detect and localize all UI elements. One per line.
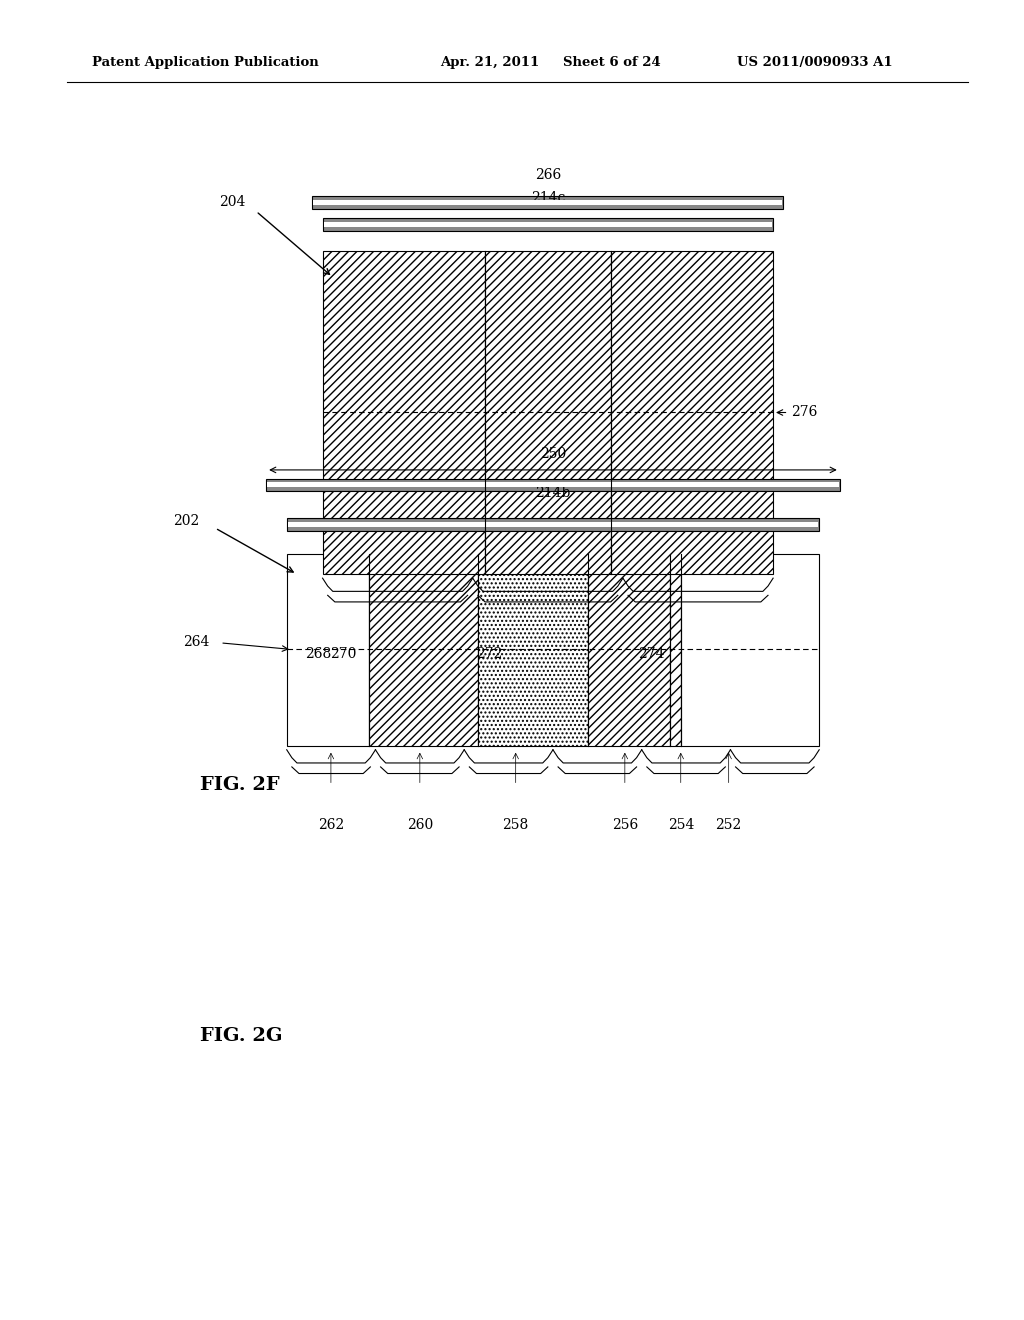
Text: 202: 202 (173, 515, 200, 528)
Text: Patent Application Publication: Patent Application Publication (92, 55, 318, 69)
FancyBboxPatch shape (288, 521, 818, 527)
FancyBboxPatch shape (681, 554, 819, 746)
Text: 274: 274 (638, 647, 665, 661)
FancyBboxPatch shape (478, 554, 588, 746)
Text: 268: 268 (305, 647, 331, 661)
FancyBboxPatch shape (313, 199, 782, 205)
FancyBboxPatch shape (267, 482, 839, 487)
Text: 270: 270 (330, 647, 356, 661)
Text: 250: 250 (540, 446, 566, 461)
FancyBboxPatch shape (670, 554, 681, 746)
Text: 214c: 214c (530, 190, 565, 205)
FancyBboxPatch shape (312, 197, 783, 209)
Text: 262: 262 (317, 818, 344, 833)
Text: 266: 266 (535, 168, 561, 182)
Text: 214b: 214b (536, 486, 570, 500)
Text: 272: 272 (476, 647, 503, 661)
Text: Apr. 21, 2011: Apr. 21, 2011 (440, 55, 540, 69)
FancyBboxPatch shape (370, 554, 478, 746)
Text: FIG. 2G: FIG. 2G (200, 1027, 283, 1045)
Text: US 2011/0090933 A1: US 2011/0090933 A1 (737, 55, 893, 69)
Text: 204: 204 (219, 195, 246, 209)
Text: 254: 254 (668, 818, 694, 833)
FancyBboxPatch shape (611, 251, 773, 574)
Text: 256: 256 (611, 818, 638, 833)
FancyBboxPatch shape (324, 222, 772, 227)
Text: 264: 264 (183, 635, 210, 648)
Text: 260: 260 (407, 818, 433, 833)
Text: 258: 258 (503, 818, 528, 833)
FancyBboxPatch shape (287, 519, 819, 531)
FancyBboxPatch shape (323, 251, 484, 574)
Text: 252: 252 (716, 818, 741, 833)
Text: Sheet 6 of 24: Sheet 6 of 24 (563, 55, 660, 69)
FancyBboxPatch shape (323, 218, 773, 231)
FancyBboxPatch shape (287, 554, 370, 746)
Text: 276: 276 (792, 405, 818, 420)
FancyBboxPatch shape (588, 554, 670, 746)
Text: FIG. 2F: FIG. 2F (200, 776, 280, 795)
FancyBboxPatch shape (266, 479, 840, 491)
FancyBboxPatch shape (484, 251, 611, 574)
